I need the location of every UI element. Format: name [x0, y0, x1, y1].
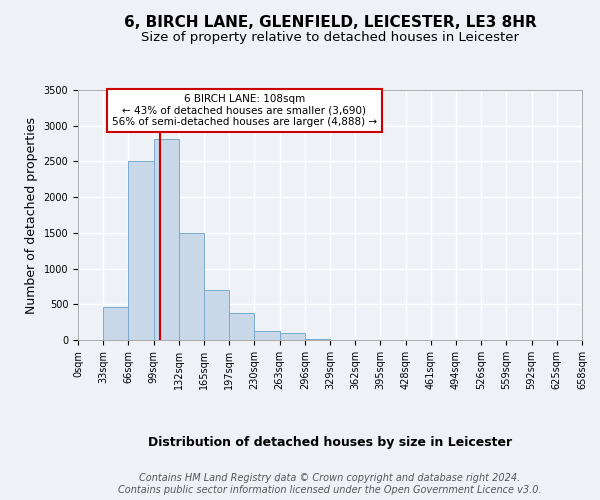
- Bar: [305, 338, 330, 340]
- Bar: [204, 290, 229, 340]
- Bar: [229, 313, 254, 340]
- Bar: [254, 330, 280, 340]
- Bar: [103, 307, 128, 340]
- Text: 6, BIRCH LANE, GLENFIELD, LEICESTER, LE3 8HR: 6, BIRCH LANE, GLENFIELD, LEICESTER, LE3…: [124, 15, 536, 30]
- Text: 6 BIRCH LANE: 108sqm
← 43% of detached houses are smaller (3,690)
56% of semi-de: 6 BIRCH LANE: 108sqm ← 43% of detached h…: [112, 94, 377, 127]
- Text: Contains HM Land Registry data © Crown copyright and database right 2024.
Contai: Contains HM Land Registry data © Crown c…: [118, 474, 542, 495]
- Text: Distribution of detached houses by size in Leicester: Distribution of detached houses by size …: [148, 436, 512, 449]
- Bar: [280, 333, 305, 340]
- Text: Size of property relative to detached houses in Leicester: Size of property relative to detached ho…: [141, 31, 519, 44]
- Bar: [179, 233, 204, 340]
- Bar: [154, 138, 179, 340]
- Bar: [128, 162, 154, 340]
- Y-axis label: Number of detached properties: Number of detached properties: [25, 116, 38, 314]
